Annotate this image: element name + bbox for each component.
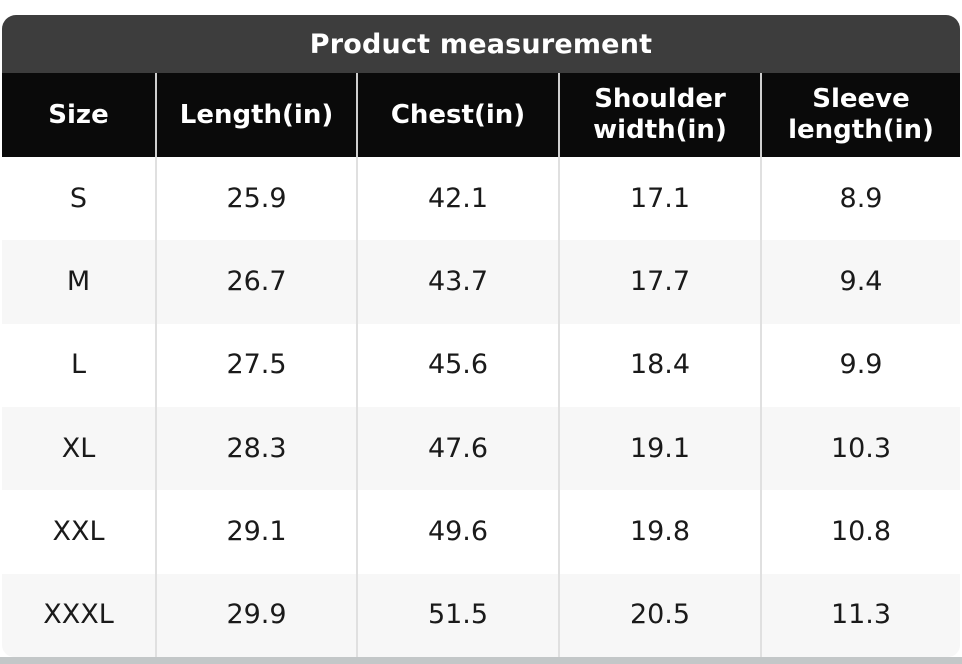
cell-chest: 43.7 (356, 240, 558, 324)
table-row: XXL 29.1 49.6 19.8 10.8 (2, 490, 960, 574)
cell-length: 27.5 (155, 323, 356, 407)
cell-chest: 47.6 (356, 406, 558, 491)
cell-chest: 45.6 (356, 323, 558, 407)
cell-length: 26.7 (155, 240, 356, 324)
table-row: L 27.5 45.6 18.4 9.9 (2, 323, 960, 407)
cell-size: S (69, 182, 88, 214)
cell-sleeve-length: 11.3 (760, 573, 960, 657)
table-row: XXXL 29.9 51.5 20.5 11.3 (2, 573, 960, 657)
header-cell-chest: Chest(in) (356, 73, 558, 157)
cell-length: 29.1 (155, 490, 356, 574)
header-cell-size: Size (48, 99, 109, 130)
cell-sleeve-length: 9.4 (760, 240, 960, 324)
cell-size: L (70, 349, 87, 381)
cell-size: M (66, 266, 91, 298)
header-cell-shoulder-width: Shoulder width(in) (558, 73, 760, 157)
cell-shoulder-width: 19.8 (558, 490, 760, 574)
cell-length: 25.9 (155, 157, 356, 241)
cell-chest: 42.1 (356, 157, 558, 241)
cell-sleeve-length: 10.8 (760, 490, 960, 574)
cell-sleeve-length: 8.9 (760, 157, 960, 241)
table-title: Product measurement (309, 28, 653, 60)
cell-shoulder-width: 20.5 (558, 573, 760, 657)
cell-shoulder-width: 17.1 (558, 157, 760, 241)
table-row: S 25.9 42.1 17.1 8.9 (2, 157, 960, 241)
cell-length: 28.3 (155, 406, 356, 491)
cell-length: 29.9 (155, 573, 356, 657)
table-title-bar: Product measurement (2, 15, 960, 73)
cell-shoulder-width: 17.7 (558, 240, 760, 324)
cell-chest: 51.5 (356, 573, 558, 657)
measurement-table-card: Product measurement Size Length(in) Ches… (2, 15, 960, 657)
table-row: XL 28.3 47.6 19.1 10.3 (2, 406, 960, 491)
table-row: M 26.7 43.7 17.7 9.4 (2, 240, 960, 324)
header-cell-sleeve-length: Sleeve length(in) (760, 73, 960, 157)
cell-sleeve-length: 9.9 (760, 323, 960, 407)
cell-chest: 49.6 (356, 490, 558, 574)
cell-shoulder-width: 18.4 (558, 323, 760, 407)
cell-shoulder-width: 19.1 (558, 406, 760, 491)
cell-size: XXXL (43, 599, 114, 631)
page-bottom-strip (0, 657, 962, 664)
cell-sleeve-length: 10.3 (760, 406, 960, 491)
cell-size: XXL (52, 516, 105, 548)
header-cell-length: Length(in) (155, 73, 356, 157)
cell-size: XL (61, 432, 96, 464)
table-header-row: Size Length(in) Chest(in) Shoulder width… (2, 73, 960, 157)
